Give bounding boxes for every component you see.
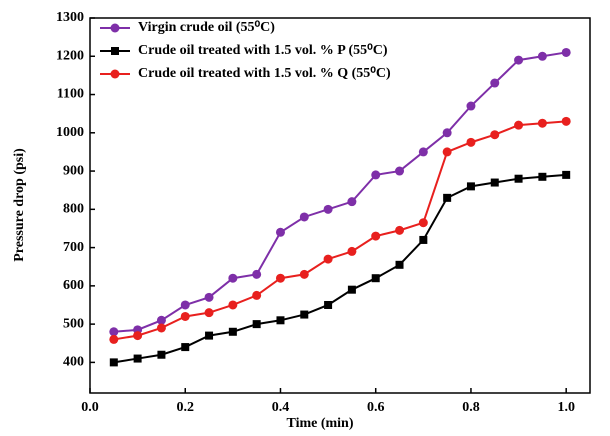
marker [252, 320, 261, 329]
marker [157, 350, 166, 359]
x-tick-label: 0.4 [272, 400, 290, 415]
marker [228, 327, 237, 336]
marker [109, 358, 118, 367]
marker [156, 323, 166, 333]
marker [561, 47, 571, 57]
marker [537, 118, 547, 128]
marker [347, 285, 356, 294]
marker [490, 78, 500, 88]
legend-label: Crude oil treated with 1.5 vol. % Q (55⁰… [138, 66, 391, 81]
marker [323, 254, 333, 264]
marker [466, 137, 476, 147]
marker [490, 178, 499, 187]
y-tick-label: 400 [63, 355, 84, 370]
marker [562, 170, 571, 179]
marker [371, 231, 381, 241]
x-tick-label: 0.8 [462, 400, 480, 415]
marker [204, 308, 214, 318]
marker [537, 51, 547, 61]
x-tick-label: 0.6 [367, 400, 385, 415]
marker [109, 327, 119, 337]
x-tick-label: 1.0 [557, 400, 575, 415]
y-tick-label: 1100 [57, 87, 84, 102]
marker [133, 354, 142, 363]
marker [371, 170, 381, 180]
marker [490, 130, 500, 140]
marker [228, 273, 238, 283]
marker [395, 166, 405, 176]
marker [156, 315, 166, 325]
marker [109, 334, 119, 344]
marker [466, 182, 475, 191]
marker [324, 300, 333, 309]
marker [514, 174, 523, 183]
marker [275, 273, 285, 283]
marker [300, 310, 309, 319]
legend-marker [110, 69, 120, 79]
legend-marker [110, 23, 120, 33]
y-tick-label: 600 [63, 278, 84, 293]
marker [418, 218, 428, 228]
x-tick-label: 0.0 [81, 400, 99, 415]
marker [275, 227, 285, 237]
marker [514, 120, 524, 130]
marker [323, 204, 333, 214]
legend-marker [111, 47, 119, 55]
marker [205, 331, 214, 340]
y-tick-label: 1300 [56, 10, 84, 25]
marker [180, 311, 190, 321]
marker [371, 274, 380, 283]
y-tick-label: 1200 [56, 48, 84, 63]
marker [180, 300, 190, 310]
y-tick-label: 800 [63, 202, 84, 217]
marker [276, 316, 285, 325]
plot-frame [89, 17, 591, 394]
marker [442, 147, 452, 157]
y-tick-label: 1000 [56, 125, 84, 140]
legend-label: Virgin crude oil (55⁰C) [138, 20, 275, 35]
marker [347, 197, 357, 207]
marker [181, 343, 190, 352]
marker [395, 225, 405, 235]
marker [442, 128, 452, 138]
y-tick-label: 900 [63, 163, 84, 178]
y-axis-label: Pressure drop (psi) [12, 148, 27, 262]
y-tick-label: 700 [63, 240, 84, 255]
marker [299, 212, 309, 222]
marker [133, 331, 143, 341]
marker [514, 55, 524, 65]
series-line [113, 51, 567, 333]
x-axis-label: Time (min) [286, 416, 353, 431]
marker [538, 172, 547, 181]
x-tick-label: 0.2 [176, 400, 194, 415]
legend-label: Crude oil treated with 1.5 vol. % P (55⁰… [138, 43, 388, 58]
marker [443, 193, 452, 202]
marker [466, 101, 476, 111]
marker [418, 147, 428, 157]
marker [561, 116, 571, 126]
marker [395, 260, 404, 269]
marker [204, 292, 214, 302]
marker [252, 269, 262, 279]
y-tick-label: 500 [63, 316, 84, 331]
marker [347, 246, 357, 256]
marker [419, 235, 428, 244]
marker [299, 269, 309, 279]
series-line [113, 173, 567, 364]
marker [228, 300, 238, 310]
marker [252, 290, 262, 300]
